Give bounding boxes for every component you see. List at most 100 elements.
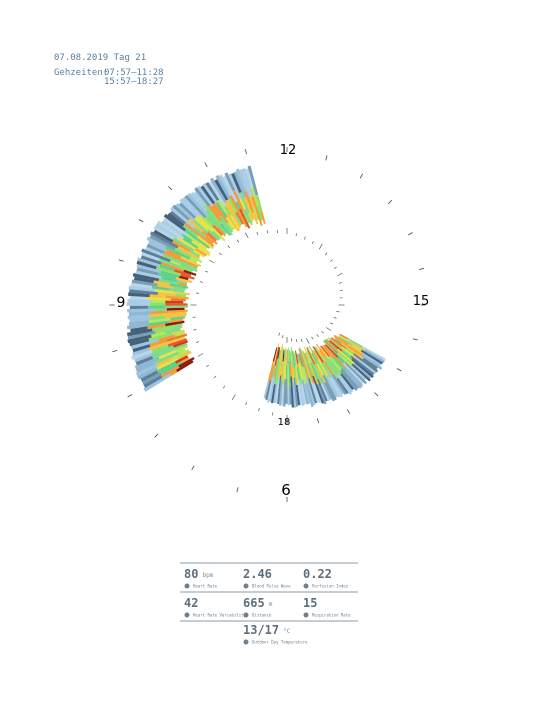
tick xyxy=(236,239,240,243)
wedge xyxy=(288,347,290,362)
wedge xyxy=(260,210,266,225)
wedge xyxy=(183,269,197,276)
time-range: 07:57–11:28 xyxy=(104,68,164,78)
wedge xyxy=(296,353,300,362)
wedge xyxy=(283,378,286,407)
wedge xyxy=(148,317,171,324)
wedge xyxy=(334,338,342,344)
tick xyxy=(245,401,248,406)
stat-icon xyxy=(243,583,249,589)
tick xyxy=(199,281,203,283)
wedge xyxy=(313,383,322,404)
wedge xyxy=(306,360,314,377)
wedge xyxy=(297,360,304,380)
wedge xyxy=(153,225,175,240)
wedge xyxy=(347,338,363,348)
wedge xyxy=(339,375,354,393)
wedge xyxy=(200,185,216,205)
wedge xyxy=(250,186,259,207)
wedge xyxy=(215,174,231,201)
wedge xyxy=(143,374,163,388)
wedge xyxy=(128,320,150,326)
wedge xyxy=(204,216,214,227)
wedge xyxy=(285,379,288,404)
wedge xyxy=(143,373,172,392)
wedge xyxy=(332,349,347,364)
wedge xyxy=(303,367,308,377)
tick xyxy=(388,199,393,204)
tick xyxy=(339,289,343,292)
wedge xyxy=(177,237,197,251)
wedge xyxy=(233,212,243,226)
wedge xyxy=(323,360,334,376)
wedge xyxy=(314,346,325,362)
wedge xyxy=(340,342,364,360)
wedge xyxy=(151,299,166,304)
wedge xyxy=(244,190,255,213)
wedge xyxy=(137,366,159,380)
wedge xyxy=(312,346,324,363)
wedge xyxy=(353,362,372,379)
wedge xyxy=(329,377,344,398)
tick xyxy=(316,334,319,337)
wedge xyxy=(296,367,301,381)
stat-label: Respiration Rate xyxy=(312,613,351,618)
wedge xyxy=(350,355,375,376)
wedge xyxy=(235,168,247,192)
wedge xyxy=(133,276,155,284)
wedge xyxy=(292,381,297,408)
wedge xyxy=(281,385,285,406)
wedge xyxy=(295,384,301,406)
clock-label: 6 xyxy=(281,481,291,499)
wedge xyxy=(310,362,319,380)
tick xyxy=(191,465,195,471)
wedge xyxy=(140,255,162,265)
tick xyxy=(359,173,364,179)
wedge xyxy=(273,358,279,378)
wedge xyxy=(223,205,232,217)
wedge xyxy=(321,345,334,360)
tick xyxy=(325,327,332,331)
wedge xyxy=(129,295,148,300)
wedge xyxy=(288,361,291,386)
wedge xyxy=(141,251,160,261)
tick xyxy=(227,245,231,249)
wedge xyxy=(333,336,348,347)
wedge xyxy=(320,362,332,379)
tick xyxy=(412,338,418,341)
wedge xyxy=(130,349,153,360)
wedge xyxy=(363,349,385,363)
wedge xyxy=(294,353,298,368)
tick xyxy=(118,259,124,262)
wedge xyxy=(361,346,386,361)
wedge xyxy=(244,208,253,226)
wedge xyxy=(265,380,272,401)
wedge xyxy=(287,363,290,388)
wedge xyxy=(326,374,341,398)
wedge xyxy=(256,205,263,221)
stat-icon xyxy=(303,583,309,589)
wedge xyxy=(284,361,287,379)
wedge xyxy=(320,383,331,402)
wedge xyxy=(136,263,162,274)
wedge xyxy=(315,357,330,383)
wedge xyxy=(248,195,256,209)
wedge xyxy=(134,356,160,370)
wedge xyxy=(157,283,174,289)
tick xyxy=(219,252,222,256)
wedge xyxy=(196,185,214,207)
wedge xyxy=(190,255,203,264)
wedge xyxy=(293,368,298,386)
wedge xyxy=(181,356,190,364)
wedge xyxy=(153,351,180,365)
tick xyxy=(324,252,328,256)
tick xyxy=(418,267,425,270)
wedge xyxy=(137,257,161,268)
wedge xyxy=(290,351,292,361)
wedge xyxy=(208,204,223,222)
wedge xyxy=(282,359,285,386)
stat-icon xyxy=(303,612,309,618)
wedge xyxy=(208,181,227,207)
tick xyxy=(329,322,333,325)
stat-icon xyxy=(184,612,190,618)
